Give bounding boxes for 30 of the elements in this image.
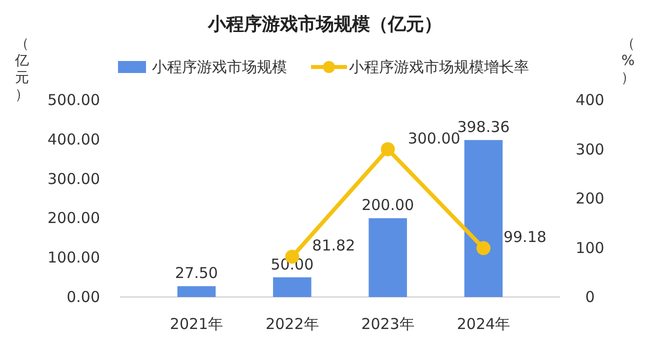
bar <box>368 218 407 297</box>
x-tick-label: 2022年 <box>266 315 319 333</box>
y2-tick-label: 400 <box>576 91 604 109</box>
y-tick-label: 500.00 <box>48 91 100 109</box>
y-axis-title: （亿元） <box>14 36 29 103</box>
x-tick-label: 2021年 <box>170 315 224 333</box>
data-label: 81.82 <box>312 236 356 255</box>
y2-tick-label: 0 <box>585 288 595 306</box>
y2-tick-label: 200 <box>576 190 604 208</box>
x-tick-label: 2024年 <box>456 315 510 333</box>
y2-axis-title: （%） <box>621 36 635 86</box>
bar <box>273 277 312 297</box>
y-tick-label: 100.00 <box>48 248 100 267</box>
y2-tick-label: 300 <box>576 140 604 158</box>
y-tick-label: 0.00 <box>66 288 100 306</box>
point <box>380 142 395 156</box>
legend-label: 小程序游戏市场规模增长率 <box>349 58 529 76</box>
x-tick-label: 2023年 <box>361 315 414 333</box>
y-tick-label: 300.00 <box>48 170 100 188</box>
y-tick-label: 200.00 <box>48 209 100 228</box>
point <box>476 241 490 256</box>
y2-tick-label: 100 <box>576 238 604 257</box>
legend-label: 小程序游戏市场规模 <box>152 58 287 76</box>
data-label: 200.00 <box>362 196 414 214</box>
bar <box>177 286 216 297</box>
y-tick-label: 400.00 <box>48 130 100 148</box>
chart-title: 小程序游戏市场规模（亿元） <box>207 14 442 35</box>
data-label: 99.18 <box>503 228 546 246</box>
data-label: 27.50 <box>175 264 218 282</box>
bar <box>464 140 503 297</box>
